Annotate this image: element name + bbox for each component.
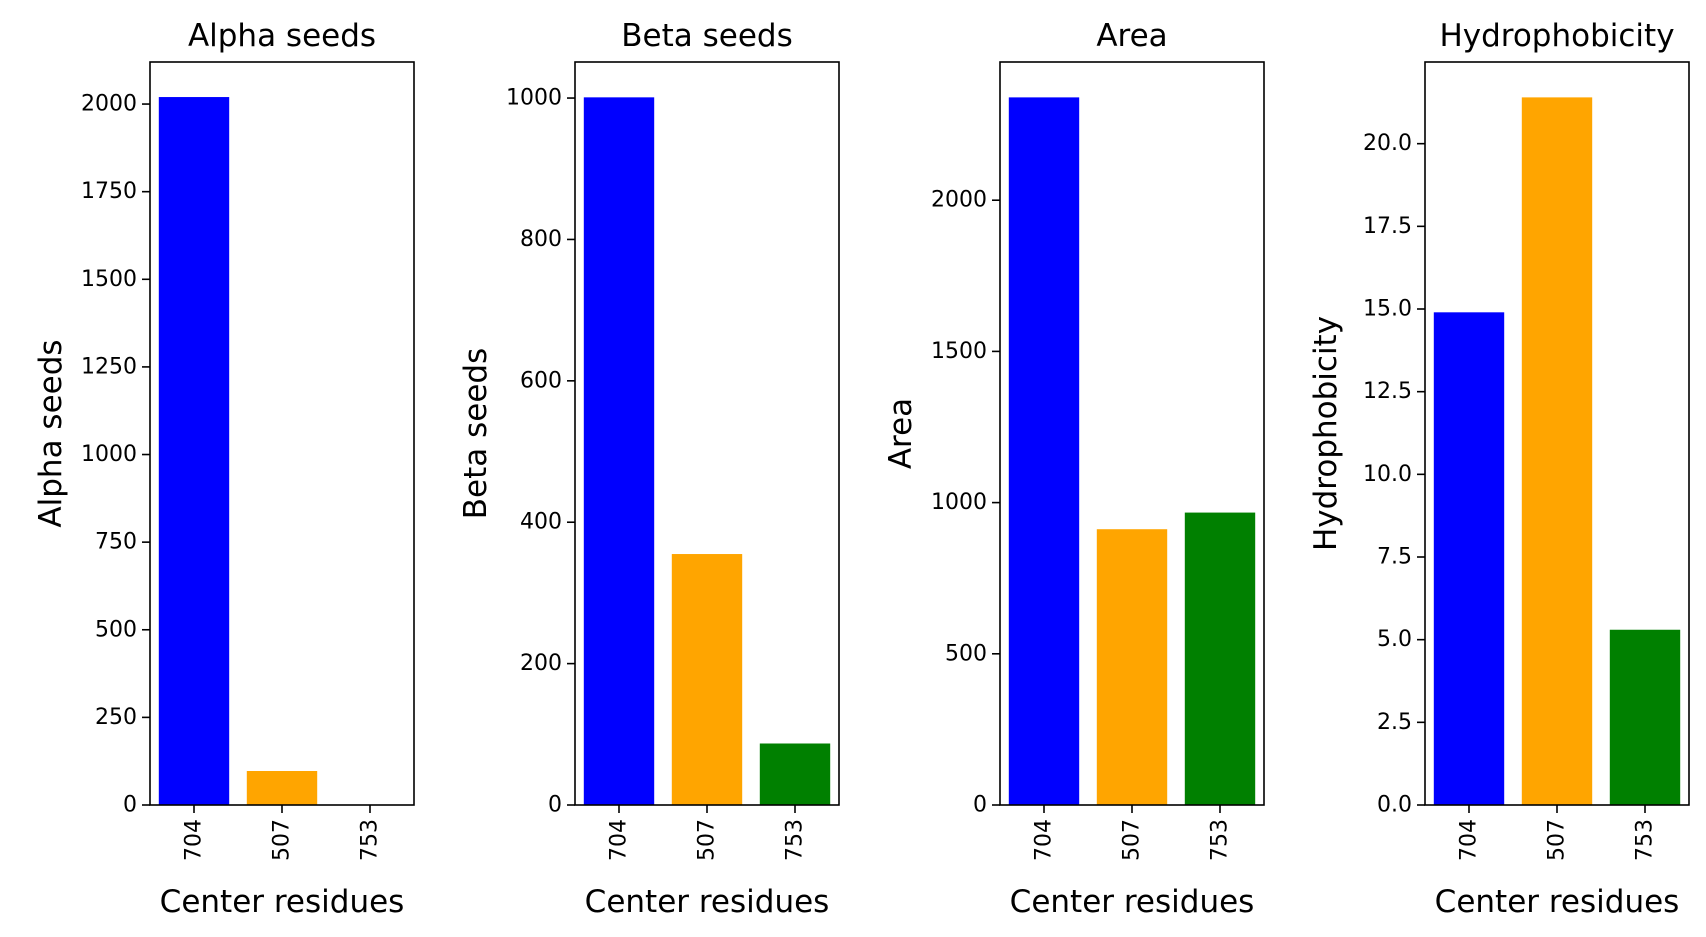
x-axis-label: Center residues xyxy=(160,884,405,920)
y-tick-label: 800 xyxy=(520,227,562,252)
chart-title: Hydrophobicity xyxy=(1439,18,1674,54)
y-tick-label: 0 xyxy=(123,793,137,818)
y-tick-label: 250 xyxy=(95,705,137,730)
y-tick-label: 500 xyxy=(945,641,987,666)
x-tick-label: 704 xyxy=(182,819,207,861)
bar-704 xyxy=(583,97,655,805)
y-tick-label: 1500 xyxy=(81,267,137,292)
bar-507 xyxy=(1521,97,1593,805)
subplot-2: 704 507 753 0 200 400 600 800 1000 Beta seeds Cent… xyxy=(458,18,840,920)
axes-frame xyxy=(1424,61,1690,806)
y-tick-label: 0.0 xyxy=(1377,793,1412,818)
y-tick-label: 1500 xyxy=(931,339,987,364)
y-tick-label: 200 xyxy=(520,651,562,676)
x-axis-label: Center residues xyxy=(585,884,830,920)
x-tick-label: 753 xyxy=(1633,819,1658,861)
y-tick-label: 1000 xyxy=(506,86,562,111)
bar-507 xyxy=(246,771,318,805)
x-axis-label: Center residues xyxy=(1435,884,1680,920)
y-tick-label: 0 xyxy=(973,793,987,818)
y-tick-label: 1750 xyxy=(81,179,137,204)
y-tick-label: 1000 xyxy=(931,490,987,515)
y-tick-label: 2000 xyxy=(931,188,987,213)
bar-753 xyxy=(759,743,831,805)
bar-704 xyxy=(1433,312,1505,805)
y-tick-label: 0 xyxy=(548,793,562,818)
x-tick-label: 753 xyxy=(358,819,383,861)
y-axis-label: Area xyxy=(883,398,919,469)
x-tick-label: 704 xyxy=(607,819,632,861)
y-axis-label: Beta seeds xyxy=(458,348,494,519)
x-tick-label: 704 xyxy=(1032,819,1057,861)
x-axis-label: Center residues xyxy=(1010,884,1255,920)
bar-753 xyxy=(1184,512,1256,805)
x-tick-label: 753 xyxy=(783,819,808,861)
y-tick-label: 15.0 xyxy=(1363,297,1412,322)
y-tick-label: 750 xyxy=(95,530,137,555)
bar-704 xyxy=(1008,97,1080,805)
y-tick-label: 1250 xyxy=(81,354,137,379)
x-tick-label: 704 xyxy=(1457,819,1482,861)
y-tick-label: 400 xyxy=(520,510,562,535)
x-tick-label: 507 xyxy=(1545,819,1570,861)
x-tick-label: 507 xyxy=(695,819,720,861)
subplot-1: 704 507 753 0 250 500 750 1000 1250 1500 1750 2000 A… xyxy=(33,18,415,920)
y-tick-label: 7.5 xyxy=(1377,545,1412,570)
y-tick-label: 17.5 xyxy=(1363,214,1412,239)
y-tick-label: 2.5 xyxy=(1377,710,1412,735)
y-tick-label: 500 xyxy=(95,617,137,642)
y-tick-label: 1000 xyxy=(81,442,137,467)
axes-frame xyxy=(574,61,840,806)
subplot-4: 704 507 753 0.0 2.5 5.0 7.5 10.0 12.5 15.0 17.5 20.… xyxy=(1308,18,1690,920)
y-tick-label: 10.0 xyxy=(1363,462,1412,487)
x-tick-label: 507 xyxy=(270,819,295,861)
y-axis-label: Hydrophobicity xyxy=(1308,316,1344,551)
y-tick-label: 20.0 xyxy=(1363,131,1412,156)
subplot-3: 704 507 753 0 500 1000 1500 2000 Area Center resi… xyxy=(883,18,1265,920)
bar-507 xyxy=(1096,529,1168,805)
chart-title: Beta seeds xyxy=(621,18,792,54)
bar-507 xyxy=(671,554,743,805)
chart-title: Area xyxy=(1096,18,1167,54)
x-tick-label: 507 xyxy=(1120,819,1145,861)
x-tick-label: 753 xyxy=(1208,819,1233,861)
bar-704 xyxy=(158,97,230,805)
y-tick-label: 5.0 xyxy=(1377,627,1412,652)
axes-frame xyxy=(149,61,415,806)
bar-753 xyxy=(1609,629,1681,805)
axes-frame xyxy=(999,61,1265,806)
y-axis-label: Alpha seeds xyxy=(33,339,69,527)
chart-title: Alpha seeds xyxy=(188,18,376,54)
y-tick-label: 12.5 xyxy=(1363,379,1412,404)
y-tick-label: 600 xyxy=(520,368,562,393)
y-tick-label: 2000 xyxy=(81,92,137,117)
